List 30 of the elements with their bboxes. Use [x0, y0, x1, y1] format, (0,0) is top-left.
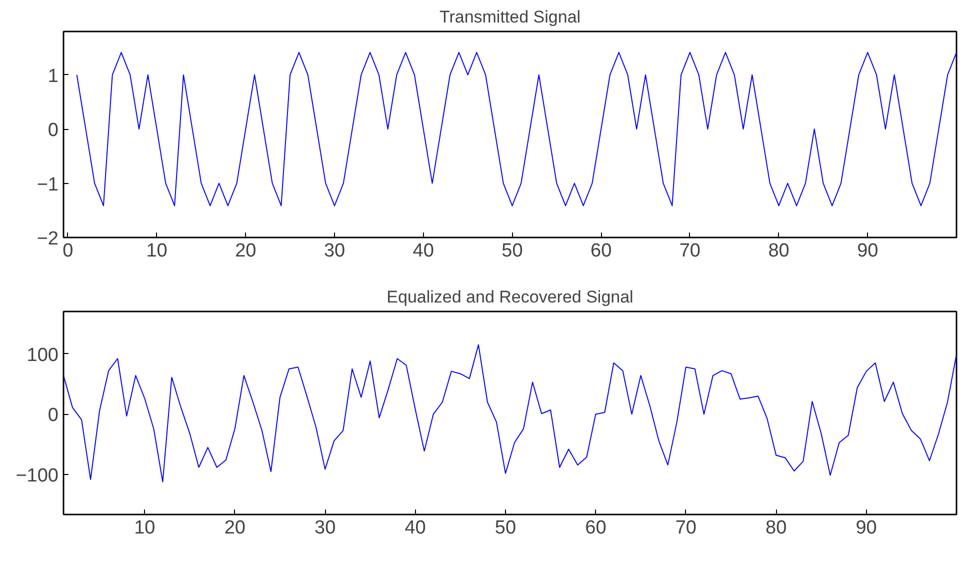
y-tick-label: 1	[48, 66, 59, 87]
x-tick-label: 90	[857, 240, 878, 262]
line-series	[64, 344, 956, 482]
chart-title: Transmitted Signal	[439, 8, 581, 26]
chart-title: Equalized and Recovered Signal	[386, 288, 634, 306]
y-tick-label: −100	[16, 466, 58, 487]
x-tick-label: 60	[585, 518, 606, 538]
y-tick-label: 0	[48, 120, 59, 142]
x-tick-label: 10	[134, 518, 156, 538]
y-tick-label: 0	[48, 405, 59, 426]
x-tick-label: 10	[146, 240, 168, 262]
y-tick-label: −2	[36, 228, 59, 250]
x-tick-label: 30	[314, 518, 336, 538]
x-tick-label: 20	[224, 518, 246, 538]
x-tick-label: 90	[856, 518, 877, 538]
line-series	[76, 52, 956, 206]
x-tick-label: 40	[404, 518, 426, 538]
y-tick-label: −1	[36, 174, 59, 196]
x-tick-label: 80	[768, 240, 790, 262]
y-tick-label: 100	[26, 344, 58, 366]
x-tick-label: 40	[412, 240, 434, 262]
x-tick-label: 0	[62, 240, 74, 262]
x-tick-label: 50	[502, 240, 523, 262]
x-tick-label: 70	[675, 518, 696, 538]
x-tick-label: 70	[679, 240, 701, 262]
x-tick-label: 50	[494, 518, 516, 538]
x-tick-label: 60	[590, 240, 612, 262]
x-tick-label: 30	[324, 240, 346, 262]
x-tick-label: 80	[766, 518, 787, 538]
x-tick-label: 20	[235, 240, 256, 262]
